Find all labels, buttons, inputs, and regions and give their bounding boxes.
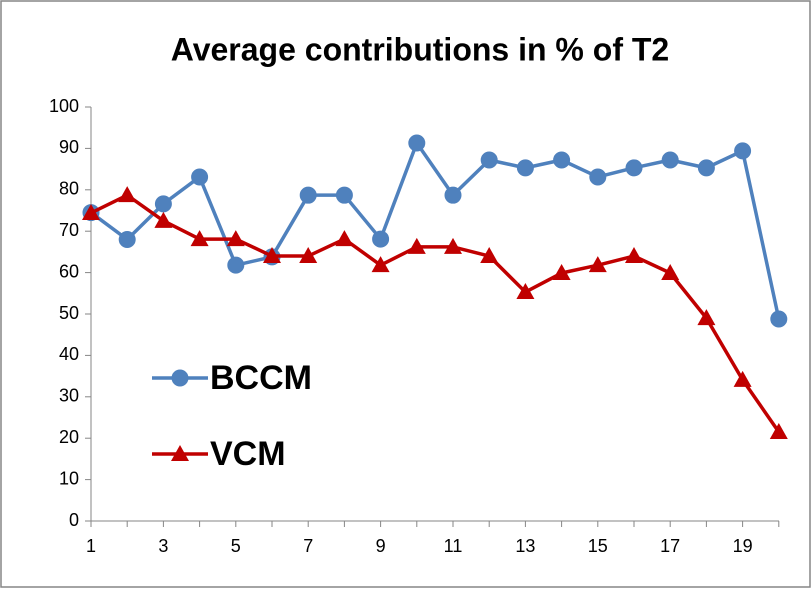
y-tick-label: 70	[59, 220, 79, 240]
point	[625, 159, 643, 177]
point	[118, 230, 136, 248]
point	[371, 256, 390, 273]
point	[191, 168, 209, 186]
point	[697, 159, 715, 177]
x-tick-label: 17	[660, 536, 680, 556]
point	[770, 310, 788, 328]
point	[516, 159, 534, 177]
x-tick-label: 15	[588, 536, 608, 556]
point	[226, 230, 245, 247]
point	[769, 422, 788, 439]
point	[734, 142, 752, 160]
point	[588, 256, 607, 273]
x-tick-label: 3	[158, 536, 168, 556]
point	[171, 369, 189, 387]
legend-label: VCM	[210, 435, 286, 473]
point	[480, 247, 499, 264]
point	[263, 247, 281, 264]
point	[444, 237, 462, 254]
x-tick-label: 11	[444, 536, 463, 556]
point	[589, 168, 607, 186]
point	[335, 186, 353, 204]
y-tick-label: 90	[59, 137, 79, 157]
point	[299, 186, 317, 204]
point	[516, 283, 535, 300]
point	[552, 264, 571, 281]
series-line	[90, 193, 781, 433]
point	[625, 247, 643, 264]
y-tick-label: 60	[59, 261, 79, 281]
point	[171, 445, 189, 461]
point	[154, 211, 173, 228]
y-tick-label: 20	[59, 427, 79, 447]
y-tick-label: 50	[59, 303, 79, 323]
y-tick-label: 40	[59, 344, 79, 364]
legend-label: BCCM	[210, 359, 312, 397]
point	[697, 309, 716, 326]
y-tick-label: 80	[59, 179, 79, 199]
x-tick-label: 1	[86, 536, 96, 556]
point	[408, 134, 426, 152]
x-tick-label: 19	[733, 536, 753, 556]
y-tick-label: 100	[49, 96, 79, 116]
y-tick-label: 10	[59, 468, 79, 488]
x-tick-label: 13	[515, 536, 535, 556]
point	[407, 237, 426, 254]
point	[444, 186, 462, 204]
point	[335, 230, 354, 247]
point	[118, 186, 137, 203]
point	[661, 264, 680, 281]
chart-title: Average contributions in % of T2	[171, 31, 669, 67]
y-tick-label: 0	[69, 510, 79, 530]
point	[299, 247, 318, 264]
point	[480, 151, 498, 169]
point	[661, 151, 679, 169]
point	[733, 370, 752, 387]
point	[82, 203, 100, 220]
point	[227, 256, 245, 274]
x-tick-label: 5	[231, 536, 241, 556]
x-tick-label: 9	[376, 536, 386, 556]
point	[553, 151, 571, 169]
point	[154, 195, 172, 213]
y-tick-label: 30	[59, 386, 79, 406]
x-tick-label: 7	[303, 536, 313, 556]
point	[372, 230, 390, 248]
point	[190, 230, 209, 247]
